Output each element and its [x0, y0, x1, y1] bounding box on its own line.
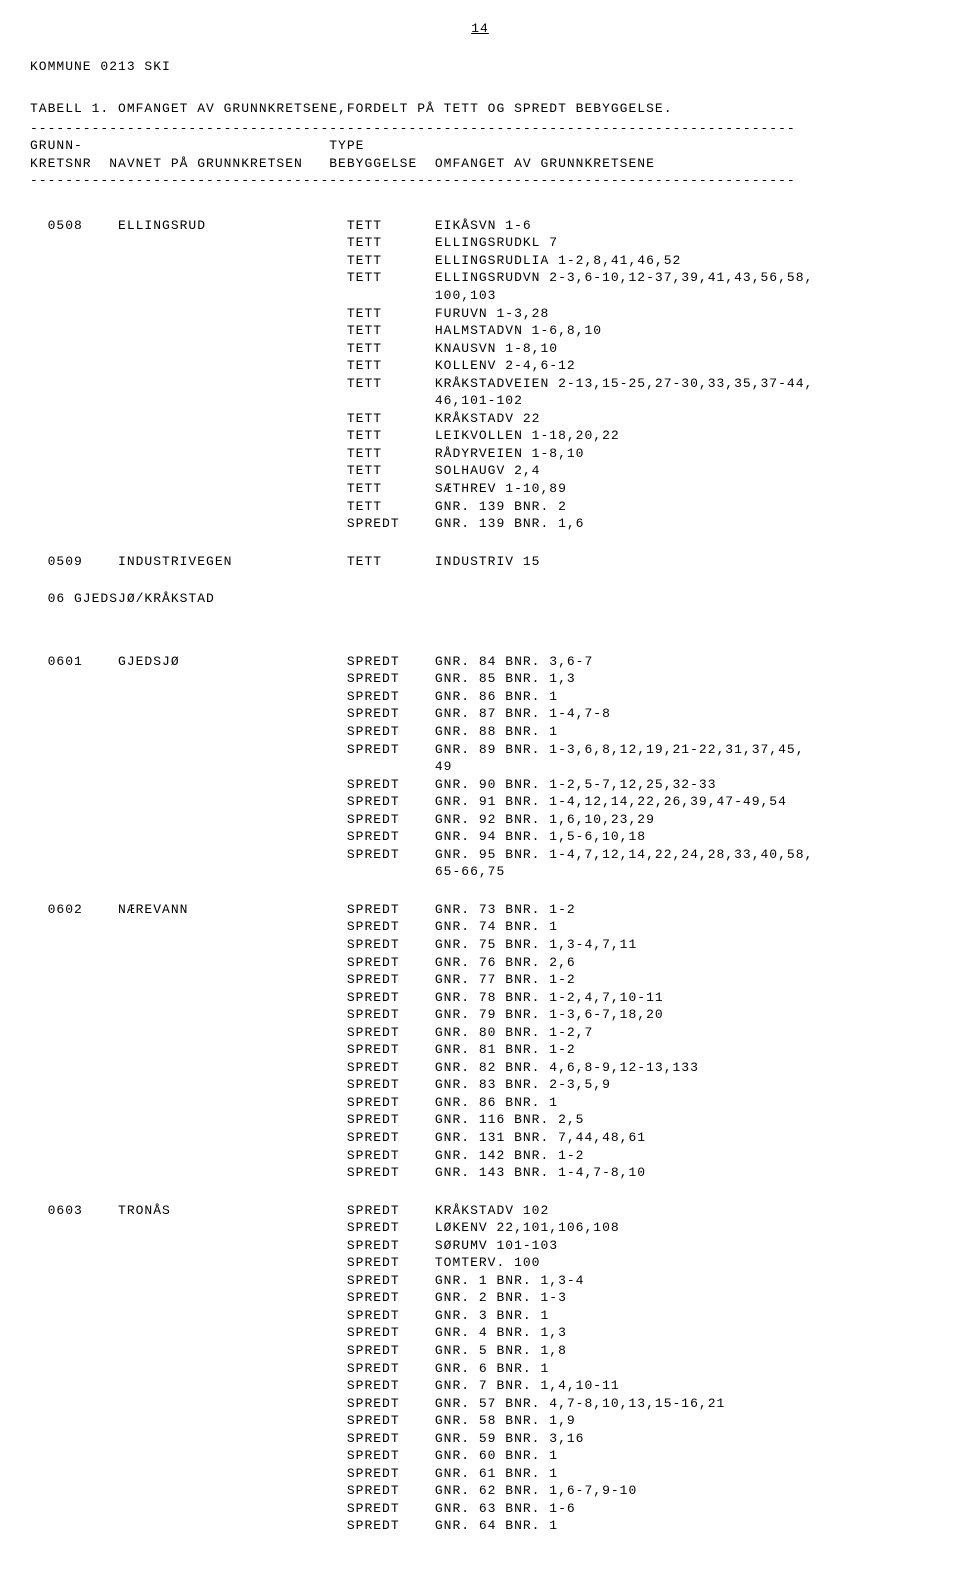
data-row: SPREDT GNR. 78 BNR. 1-2,4,7,10-11	[30, 989, 930, 1007]
table-title: TABELL 1. OMFANGET AV GRUNNKRETSENE,FORD…	[30, 100, 930, 118]
data-row: SPREDT GNR. 95 BNR. 1-4,7,12,14,22,24,28…	[30, 846, 930, 864]
krets-block: 0508 ELLINGSRUD TETT EIKÅSVN 1-6 TETT EL…	[30, 217, 930, 533]
data-row: SPREDT GNR. 80 BNR. 1-2,7	[30, 1024, 930, 1042]
column-header-2: KRETSNR NAVNET PÅ GRUNNKRETSEN BEBYGGELS…	[30, 155, 930, 173]
data-row: SPREDT SØRUMV 101-103	[30, 1237, 930, 1255]
kommune-header: KOMMUNE 0213 SKI	[30, 58, 930, 76]
divider-bottom: ----------------------------------------…	[30, 172, 930, 190]
data-row: TETT ELLINGSRUDKL 7	[30, 234, 930, 252]
data-row: SPREDT GNR. 86 BNR. 1	[30, 1094, 930, 1112]
data-row: TETT KRÅKSTADVEIEN 2-13,15-25,27-30,33,3…	[30, 375, 930, 393]
data-row: SPREDT GNR. 142 BNR. 1-2	[30, 1147, 930, 1165]
data-row: TETT KOLLENV 2-4,6-12	[30, 357, 930, 375]
data-row: TETT SOLHAUGV 2,4	[30, 462, 930, 480]
data-row: TETT GNR. 139 BNR. 2	[30, 498, 930, 516]
data-row: SPREDT GNR. 7 BNR. 1,4,10-11	[30, 1377, 930, 1395]
data-row: SPREDT GNR. 74 BNR. 1	[30, 918, 930, 936]
data-row: TETT RÅDYRVEIEN 1-8,10	[30, 445, 930, 463]
page-number: 14	[30, 20, 930, 38]
data-row: SPREDT GNR. 62 BNR. 1,6-7,9-10	[30, 1482, 930, 1500]
krets-block: 0601 GJEDSJØ SPREDT GNR. 84 BNR. 3,6-7 S…	[30, 653, 930, 881]
data-row: SPREDT GNR. 3 BNR. 1	[30, 1307, 930, 1325]
data-row: 0602 NÆREVANN SPREDT GNR. 73 BNR. 1-2	[30, 901, 930, 919]
data-row: SPREDT GNR. 59 BNR. 3,16	[30, 1430, 930, 1448]
continuation-row: 49	[30, 758, 930, 776]
data-row: SPREDT GNR. 94 BNR. 1,5-6,10,18	[30, 828, 930, 846]
data-row: SPREDT GNR. 91 BNR. 1-4,12,14,22,26,39,4…	[30, 793, 930, 811]
data-row: SPREDT GNR. 1 BNR. 1,3-4	[30, 1272, 930, 1290]
data-row: TETT ELLINGSRUDLIA 1-2,8,41,46,52	[30, 252, 930, 270]
data-row: SPREDT GNR. 76 BNR. 2,6	[30, 954, 930, 972]
data-row: TETT KRÅKSTADV 22	[30, 410, 930, 428]
data-row: SPREDT GNR. 75 BNR. 1,3-4,7,11	[30, 936, 930, 954]
data-row: SPREDT GNR. 57 BNR. 4,7-8,10,13,15-16,21	[30, 1395, 930, 1413]
data-row: SPREDT GNR. 139 BNR. 1,6	[30, 515, 930, 533]
data-row: SPREDT GNR. 143 BNR. 1-4,7-8,10	[30, 1164, 930, 1182]
data-row: SPREDT LØKENV 22,101,106,108	[30, 1219, 930, 1237]
data-row: SPREDT GNR. 61 BNR. 1	[30, 1465, 930, 1483]
data-row: TETT SÆTHREV 1-10,89	[30, 480, 930, 498]
data-row: TETT HALMSTADVN 1-6,8,10	[30, 322, 930, 340]
region-header: 06 GJEDSJØ/KRÅKSTAD	[30, 590, 930, 608]
data-row: TETT LEIKVOLLEN 1-18,20,22	[30, 427, 930, 445]
data-row: TETT ELLINGSRUDVN 2-3,6-10,12-37,39,41,4…	[30, 269, 930, 287]
data-row: SPREDT GNR. 90 BNR. 1-2,5-7,12,25,32-33	[30, 776, 930, 794]
data-row: SPREDT GNR. 92 BNR. 1,6,10,23,29	[30, 811, 930, 829]
continuation-row: 100,103	[30, 287, 930, 305]
data-row: 0603 TRONÅS SPREDT KRÅKSTADV 102	[30, 1202, 930, 1220]
data-row: SPREDT GNR. 64 BNR. 1	[30, 1517, 930, 1535]
data-row: SPREDT GNR. 4 BNR. 1,3	[30, 1324, 930, 1342]
data-row: SPREDT GNR. 87 BNR. 1-4,7-8	[30, 705, 930, 723]
data-row: TETT FURUVN 1-3,28	[30, 305, 930, 323]
data-row: SPREDT GNR. 88 BNR. 1	[30, 723, 930, 741]
data-row: SPREDT GNR. 82 BNR. 4,6,8-9,12-13,133	[30, 1059, 930, 1077]
divider-top: ----------------------------------------…	[30, 120, 930, 138]
data-row: 0601 GJEDSJØ SPREDT GNR. 84 BNR. 3,6-7	[30, 653, 930, 671]
table-body: 0508 ELLINGSRUD TETT EIKÅSVN 1-6 TETT EL…	[30, 190, 930, 1535]
data-row: SPREDT GNR. 77 BNR. 1-2	[30, 971, 930, 989]
data-row: SPREDT GNR. 89 BNR. 1-3,6,8,12,19,21-22,…	[30, 741, 930, 759]
continuation-row: 46,101-102	[30, 392, 930, 410]
data-row: SPREDT GNR. 58 BNR. 1,9	[30, 1412, 930, 1430]
data-row: SPREDT TOMTERV. 100	[30, 1254, 930, 1272]
data-row: TETT KNAUSVN 1-8,10	[30, 340, 930, 358]
data-row: SPREDT GNR. 81 BNR. 1-2	[30, 1041, 930, 1059]
data-row: 0508 ELLINGSRUD TETT EIKÅSVN 1-6	[30, 217, 930, 235]
data-row: SPREDT GNR. 86 BNR. 1	[30, 688, 930, 706]
data-row: SPREDT GNR. 83 BNR. 2-3,5,9	[30, 1076, 930, 1094]
data-row: SPREDT GNR. 131 BNR. 7,44,48,61	[30, 1129, 930, 1147]
data-row: SPREDT GNR. 60 BNR. 1	[30, 1447, 930, 1465]
column-header-1: GRUNN- TYPE	[30, 137, 930, 155]
data-row: SPREDT GNR. 85 BNR. 1,3	[30, 670, 930, 688]
data-row: SPREDT GNR. 2 BNR. 1-3	[30, 1289, 930, 1307]
data-row: SPREDT GNR. 63 BNR. 1-6	[30, 1500, 930, 1518]
data-row: SPREDT GNR. 5 BNR. 1,8	[30, 1342, 930, 1360]
data-row: SPREDT GNR. 6 BNR. 1	[30, 1360, 930, 1378]
data-row: 0509 INDUSTRIVEGEN TETT INDUSTRIV 15	[30, 553, 930, 571]
krets-block: 0603 TRONÅS SPREDT KRÅKSTADV 102 SPREDT …	[30, 1202, 930, 1535]
krets-block: 0509 INDUSTRIVEGEN TETT INDUSTRIV 15	[30, 553, 930, 571]
continuation-row: 65-66,75	[30, 863, 930, 881]
data-row: SPREDT GNR. 79 BNR. 1-3,6-7,18,20	[30, 1006, 930, 1024]
krets-block: 0602 NÆREVANN SPREDT GNR. 73 BNR. 1-2 SP…	[30, 901, 930, 1182]
data-row: SPREDT GNR. 116 BNR. 2,5	[30, 1111, 930, 1129]
